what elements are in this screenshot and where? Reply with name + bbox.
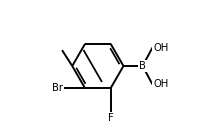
- Text: OH: OH: [153, 79, 169, 89]
- Text: Br: Br: [52, 83, 63, 93]
- Text: F: F: [108, 113, 114, 123]
- Text: OH: OH: [153, 43, 169, 53]
- Text: B: B: [139, 61, 146, 71]
